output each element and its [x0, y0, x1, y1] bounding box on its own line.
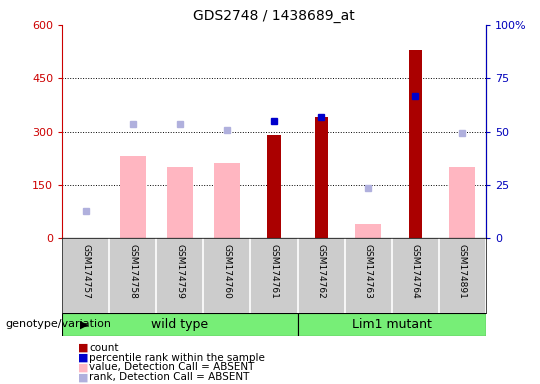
- Bar: [409, 50, 422, 238]
- Text: GSM174891: GSM174891: [458, 244, 467, 299]
- Text: GSM174764: GSM174764: [411, 244, 420, 299]
- Text: wild type: wild type: [151, 318, 208, 331]
- Text: GSM174759: GSM174759: [176, 244, 184, 299]
- Text: Lim1 mutant: Lim1 mutant: [352, 318, 432, 331]
- Bar: [62, 313, 298, 336]
- Bar: [298, 313, 486, 336]
- Text: ■: ■: [78, 353, 89, 362]
- Bar: [449, 167, 475, 238]
- Bar: [167, 167, 193, 238]
- Text: ▶: ▶: [80, 319, 89, 329]
- Text: GSM174762: GSM174762: [316, 244, 326, 299]
- Text: ■: ■: [78, 362, 89, 372]
- Text: GSM174757: GSM174757: [81, 244, 90, 299]
- Text: GSM174761: GSM174761: [269, 244, 279, 299]
- Bar: [120, 156, 146, 238]
- Text: rank, Detection Call = ABSENT: rank, Detection Call = ABSENT: [89, 372, 249, 382]
- Text: ■: ■: [78, 343, 89, 353]
- Text: GSM174760: GSM174760: [222, 244, 232, 299]
- Text: GSM174763: GSM174763: [364, 244, 373, 299]
- Text: GSM174758: GSM174758: [129, 244, 137, 299]
- Text: value, Detection Call = ABSENT: value, Detection Call = ABSENT: [89, 362, 254, 372]
- Title: GDS2748 / 1438689_at: GDS2748 / 1438689_at: [193, 8, 355, 23]
- Bar: [214, 164, 240, 238]
- Text: ■: ■: [78, 372, 89, 382]
- Text: genotype/variation: genotype/variation: [5, 319, 111, 329]
- Text: percentile rank within the sample: percentile rank within the sample: [89, 353, 265, 362]
- Bar: [315, 118, 328, 238]
- Bar: [267, 135, 281, 238]
- Text: count: count: [89, 343, 119, 353]
- Bar: [355, 224, 381, 238]
